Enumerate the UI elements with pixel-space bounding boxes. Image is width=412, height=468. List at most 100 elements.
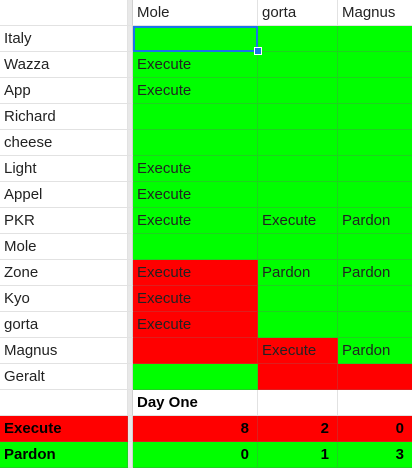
- frozen-column-divider[interactable]: [128, 182, 133, 208]
- row-name-cell[interactable]: cheese: [0, 130, 128, 156]
- vote-cell-magnus[interactable]: [338, 104, 412, 130]
- fill-handle[interactable]: [254, 47, 262, 55]
- table-row: Day One: [0, 390, 412, 416]
- vote-cell-gorta[interactable]: Pardon: [258, 260, 338, 286]
- vote-cell-gorta[interactable]: [258, 182, 338, 208]
- row-name-cell[interactable]: Appel: [0, 182, 128, 208]
- total-cell-gorta[interactable]: 1: [258, 442, 338, 468]
- frozen-column-divider[interactable]: [128, 104, 133, 130]
- frozen-column-divider[interactable]: [128, 364, 133, 390]
- vote-cell-magnus[interactable]: [338, 156, 412, 182]
- vote-cell-gorta[interactable]: [258, 104, 338, 130]
- vote-cell-gorta[interactable]: [258, 364, 338, 390]
- vote-cell-mole[interactable]: [133, 26, 258, 52]
- frozen-column-divider[interactable]: [128, 52, 133, 78]
- frozen-column-divider[interactable]: [128, 234, 133, 260]
- vote-cell-magnus[interactable]: Pardon: [338, 260, 412, 286]
- vote-cell-gorta[interactable]: [258, 78, 338, 104]
- vote-cell-mole[interactable]: Execute: [133, 286, 258, 312]
- vote-cell-magnus[interactable]: [338, 364, 412, 390]
- vote-cell-magnus[interactable]: Pardon: [338, 208, 412, 234]
- frozen-column-divider[interactable]: [128, 260, 133, 286]
- vote-cell-mole[interactable]: Execute: [133, 52, 258, 78]
- vote-cell-gorta[interactable]: [258, 26, 338, 52]
- vote-cell-mole[interactable]: [133, 364, 258, 390]
- row-name-cell[interactable]: Magnus: [0, 338, 128, 364]
- frozen-column-divider[interactable]: [128, 130, 133, 156]
- vote-cell-magnus[interactable]: [338, 312, 412, 338]
- vote-cell-gorta[interactable]: Execute: [258, 208, 338, 234]
- header-cell-gorta[interactable]: gorta: [258, 0, 338, 26]
- vote-cell-mole[interactable]: Execute: [133, 182, 258, 208]
- vote-cell-gorta[interactable]: [258, 234, 338, 260]
- frozen-column-divider[interactable]: [128, 338, 133, 364]
- vote-cell-magnus[interactable]: [338, 182, 412, 208]
- vote-cell-magnus[interactable]: [338, 26, 412, 52]
- vote-cell-mole[interactable]: Execute: [133, 312, 258, 338]
- frozen-column-divider[interactable]: [128, 312, 133, 338]
- frozen-column-divider[interactable]: [128, 390, 133, 416]
- frozen-column-divider[interactable]: [128, 0, 133, 26]
- empty-cell[interactable]: [338, 390, 412, 416]
- row-name-cell[interactable]: Kyo: [0, 286, 128, 312]
- frozen-column-divider[interactable]: [128, 208, 133, 234]
- vote-cell-mole[interactable]: [133, 338, 258, 364]
- vote-cell-mole[interactable]: Execute: [133, 260, 258, 286]
- vote-cell-gorta[interactable]: [258, 52, 338, 78]
- row-name-cell[interactable]: gorta: [0, 312, 128, 338]
- empty-cell[interactable]: [258, 390, 338, 416]
- vote-cell-magnus[interactable]: [338, 52, 412, 78]
- vote-cell-magnus[interactable]: [338, 234, 412, 260]
- vote-cell-mole[interactable]: [133, 104, 258, 130]
- totals-label-cell[interactable]: Execute: [0, 416, 128, 442]
- table-row: cheese: [0, 130, 412, 156]
- row-name-cell[interactable]: Wazza: [0, 52, 128, 78]
- row-name-cell[interactable]: [0, 390, 128, 416]
- vote-cell-gorta[interactable]: [258, 156, 338, 182]
- totals-label-cell[interactable]: Pardon: [0, 442, 128, 468]
- header-cell-mole[interactable]: Mole: [133, 0, 258, 26]
- row-name-cell[interactable]: App: [0, 78, 128, 104]
- header-cell-a[interactable]: [0, 0, 128, 26]
- frozen-column-divider[interactable]: [128, 156, 133, 182]
- totals-row: Pardon 0 1 3: [0, 442, 412, 468]
- total-cell-magnus[interactable]: 0: [338, 416, 412, 442]
- vote-cell-gorta[interactable]: Execute: [258, 338, 338, 364]
- totals-row: Execute 8 2 0: [0, 416, 412, 442]
- day-label-cell[interactable]: Day One: [133, 390, 258, 416]
- total-cell-magnus[interactable]: 3: [338, 442, 412, 468]
- total-cell-gorta[interactable]: 2: [258, 416, 338, 442]
- row-name-cell[interactable]: Italy: [0, 26, 128, 52]
- table-row: App Execute: [0, 78, 412, 104]
- vote-cell-mole[interactable]: Execute: [133, 78, 258, 104]
- vote-cell-gorta[interactable]: [258, 130, 338, 156]
- vote-cell-magnus[interactable]: [338, 286, 412, 312]
- frozen-column-divider[interactable]: [128, 78, 133, 104]
- row-name-cell[interactable]: Zone: [0, 260, 128, 286]
- frozen-column-divider[interactable]: [128, 416, 133, 442]
- frozen-column-divider[interactable]: [128, 286, 133, 312]
- vote-cell-mole[interactable]: Execute: [133, 208, 258, 234]
- row-name-cell[interactable]: Light: [0, 156, 128, 182]
- vote-cell-magnus[interactable]: Pardon: [338, 338, 412, 364]
- table-row: Appel Execute: [0, 182, 412, 208]
- vote-cell-mole[interactable]: [133, 130, 258, 156]
- row-name-cell[interactable]: Geralt: [0, 364, 128, 390]
- table-row: gorta Execute: [0, 312, 412, 338]
- total-cell-mole[interactable]: 0: [133, 442, 258, 468]
- table-row: Magnus Execute Pardon: [0, 338, 412, 364]
- row-name-cell[interactable]: Mole: [0, 234, 128, 260]
- frozen-column-divider[interactable]: [128, 26, 133, 52]
- table-row: Italy: [0, 26, 412, 52]
- vote-cell-gorta[interactable]: [258, 312, 338, 338]
- vote-cell-magnus[interactable]: [338, 130, 412, 156]
- vote-cell-mole[interactable]: [133, 234, 258, 260]
- vote-cell-gorta[interactable]: [258, 286, 338, 312]
- row-name-cell[interactable]: PKR: [0, 208, 128, 234]
- header-cell-magnus[interactable]: Magnus: [338, 0, 412, 26]
- vote-cell-mole[interactable]: Execute: [133, 156, 258, 182]
- total-cell-mole[interactable]: 8: [133, 416, 258, 442]
- vote-cell-magnus[interactable]: [338, 78, 412, 104]
- row-name-cell[interactable]: Richard: [0, 104, 128, 130]
